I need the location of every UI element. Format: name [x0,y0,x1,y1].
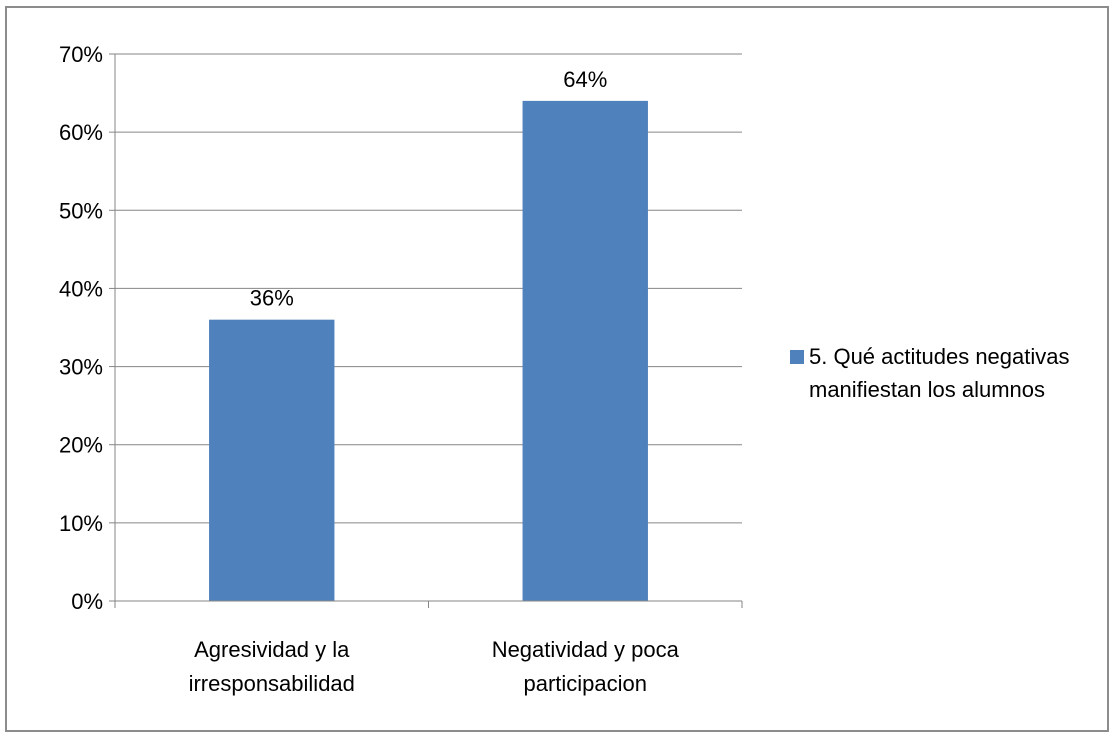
legend-label: 5. Qué actitudes negativas [809,344,1070,369]
y-tick-label: 50% [59,198,103,223]
category-label: irresponsabilidad [189,671,355,696]
category-label: participacion [523,671,647,696]
y-tick-labels: 0% 10% 20% 30% 40% 50% 60% 70% [59,42,103,614]
data-label: 64% [563,67,607,92]
bar [522,100,648,601]
category-label: Negatividad y poca [492,637,680,662]
y-tick-label: 40% [59,276,103,301]
y-tick-label: 10% [59,511,103,536]
y-tick-label: 0% [71,589,103,614]
bar-chart: 0% 10% 20% 30% 40% 50% 60% 70% Agresividad y la… [59,42,1070,696]
y-tick-label: 20% [59,433,103,458]
legend: 5. Qué actitudes negativas manifiestan lo… [790,344,1070,402]
legend-swatch [790,350,804,364]
axes [109,53,743,608]
bars [209,100,648,601]
data-labels: 36% 64% [250,67,608,311]
y-tick-label: 70% [59,42,103,67]
x-category-labels: Agresividad y la irresponsabilidad Negativ… [189,637,680,696]
y-tick-label: 60% [59,120,103,145]
category-label: Agresividad y la [194,637,350,662]
data-label: 36% [250,286,294,311]
chart-frame: 0% 10% 20% 30% 40% 50% 60% 70% Agresividad y la… [5,6,1109,732]
legend-label: manifiestan los alumnos [809,377,1045,402]
y-tick-label: 30% [59,355,103,380]
bar [209,319,335,601]
